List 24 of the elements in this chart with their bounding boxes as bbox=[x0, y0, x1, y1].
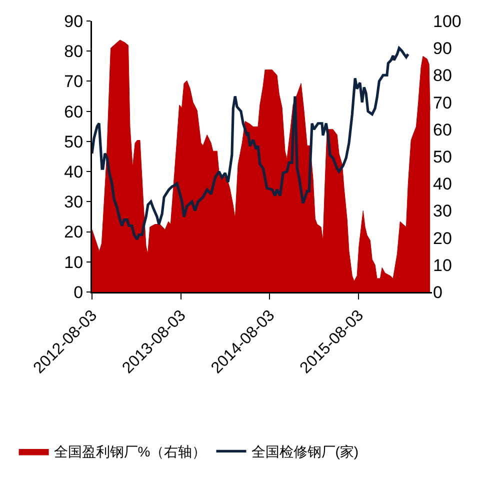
y-tick-label: 70 bbox=[64, 72, 84, 92]
y2-tick-label: 60 bbox=[433, 120, 452, 140]
legend-label: 全国盈利钢厂%（右轴） bbox=[54, 444, 206, 460]
y-tick-label: 50 bbox=[64, 132, 84, 152]
y-tick-label: 20 bbox=[64, 222, 84, 242]
y-tick-label: 10 bbox=[64, 252, 84, 272]
y-tick-label: 0 bbox=[74, 282, 84, 302]
y-tick-label: 90 bbox=[64, 12, 84, 31]
y2-tick-label: 10 bbox=[433, 256, 452, 275]
y-tick-label: 40 bbox=[64, 162, 84, 182]
legend-label: 全国检修钢厂(家) bbox=[251, 444, 359, 460]
y2-tick-label: 0 bbox=[433, 282, 442, 302]
y2-tick-label: 50 bbox=[433, 147, 452, 166]
y-tick-label: 30 bbox=[64, 192, 84, 212]
y2-tick-label: 100 bbox=[433, 12, 462, 31]
y2-tick-label: 20 bbox=[433, 228, 452, 248]
y-tick-label: 80 bbox=[64, 42, 84, 62]
line-series bbox=[92, 46, 410, 241]
y2-tick-label: 40 bbox=[433, 174, 452, 194]
y-tick-label: 60 bbox=[64, 102, 84, 122]
y2-tick-label: 80 bbox=[433, 66, 452, 86]
y2-tick-label: 30 bbox=[433, 202, 452, 221]
y2-tick-label: 90 bbox=[433, 39, 452, 58]
y2-tick-label: 70 bbox=[433, 93, 452, 112]
